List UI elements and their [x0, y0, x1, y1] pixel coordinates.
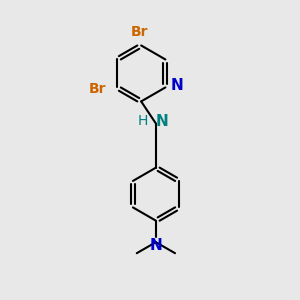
- Text: N: N: [171, 79, 183, 94]
- Text: Br: Br: [131, 25, 148, 39]
- Text: N: N: [149, 238, 162, 253]
- Text: H: H: [137, 114, 148, 128]
- Text: Br: Br: [89, 82, 106, 96]
- Text: N: N: [156, 114, 169, 129]
